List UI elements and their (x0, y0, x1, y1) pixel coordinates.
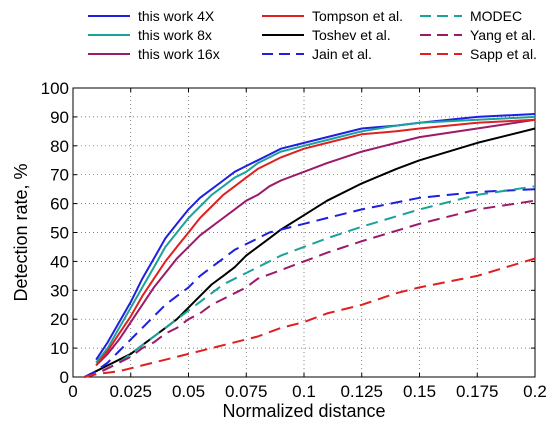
x-tick-label: 0 (68, 382, 77, 401)
y-tick-label: 100 (41, 79, 69, 98)
legend-label: this work 4X (138, 8, 215, 24)
x-tick-label: 0.1 (292, 382, 316, 401)
legend-item-this-work-8x: this work 8x (88, 27, 212, 43)
series-line-this-work-16x (95, 118, 536, 367)
series-line-tompson-et-al (95, 118, 536, 367)
legend-item-sapp-et-al: Sapp et al. (420, 46, 537, 62)
y-tick-label: 90 (50, 108, 69, 127)
x-axis-label: Normalized distance (222, 401, 385, 421)
y-tick-label: 80 (50, 137, 69, 156)
legend: this work 4X this work 8x this work 16x Tom… (88, 8, 537, 62)
y-tick-label: 30 (50, 281, 69, 300)
series-lines (84, 113, 536, 378)
axis-ticks: 0 0.025 0.05 0.075 0.1 0.125 0.15 0.175 0.2 0 10 20… (41, 79, 547, 401)
series-line-this-work-8x (95, 115, 536, 364)
x-tick-label: 0.125 (340, 382, 383, 401)
legend-item-jain-et-al: Jain et al. (262, 46, 372, 62)
legend-label: Sapp et al. (470, 46, 537, 62)
series-line-modec (84, 185, 536, 378)
y-tick-label: 0 (60, 368, 69, 387)
legend-item-this-work-16x: this work 16x (88, 46, 220, 62)
legend-item-yang-et-al: Yang et al. (420, 27, 536, 43)
x-tick-label: 0.05 (172, 382, 205, 401)
legend-item-tompson-et-al: Tompson et al. (262, 8, 403, 24)
x-tick-label: 0.075 (225, 382, 268, 401)
y-tick-label: 20 (50, 310, 69, 329)
series-line-toshev-et-al (84, 127, 536, 378)
y-tick-label: 10 (50, 339, 69, 358)
legend-label: Tompson et al. (312, 8, 403, 24)
legend-label: Yang et al. (470, 27, 536, 43)
series-line-jain-et-al (84, 188, 536, 378)
x-tick-label: 0.15 (403, 382, 436, 401)
legend-label: Jain et al. (312, 46, 372, 62)
x-tick-label: 0.175 (456, 382, 499, 401)
x-tick-label: 0.025 (109, 382, 152, 401)
y-tick-label: 40 (50, 252, 69, 271)
legend-item-this-work-4x: this work 4X (88, 8, 215, 24)
legend-item-modec: MODEC (420, 8, 522, 24)
y-tick-label: 50 (50, 224, 69, 243)
series-line-yang-et-al (84, 199, 536, 378)
grid-lines (73, 88, 535, 377)
series-line-sapp-et-al (84, 257, 536, 378)
series-line-this-work-4x (95, 113, 536, 361)
y-tick-label: 70 (50, 166, 69, 185)
legend-item-toshev-et-al: Toshev et al. (262, 27, 391, 43)
legend-label: this work 16x (138, 46, 220, 62)
y-axis-label: Detection rate, % (11, 163, 31, 301)
legend-label: Toshev et al. (312, 27, 391, 43)
y-tick-label: 60 (50, 195, 69, 214)
x-tick-label: 0.2 (523, 382, 547, 401)
legend-label: this work 8x (138, 27, 212, 43)
legend-label: MODEC (470, 8, 522, 24)
